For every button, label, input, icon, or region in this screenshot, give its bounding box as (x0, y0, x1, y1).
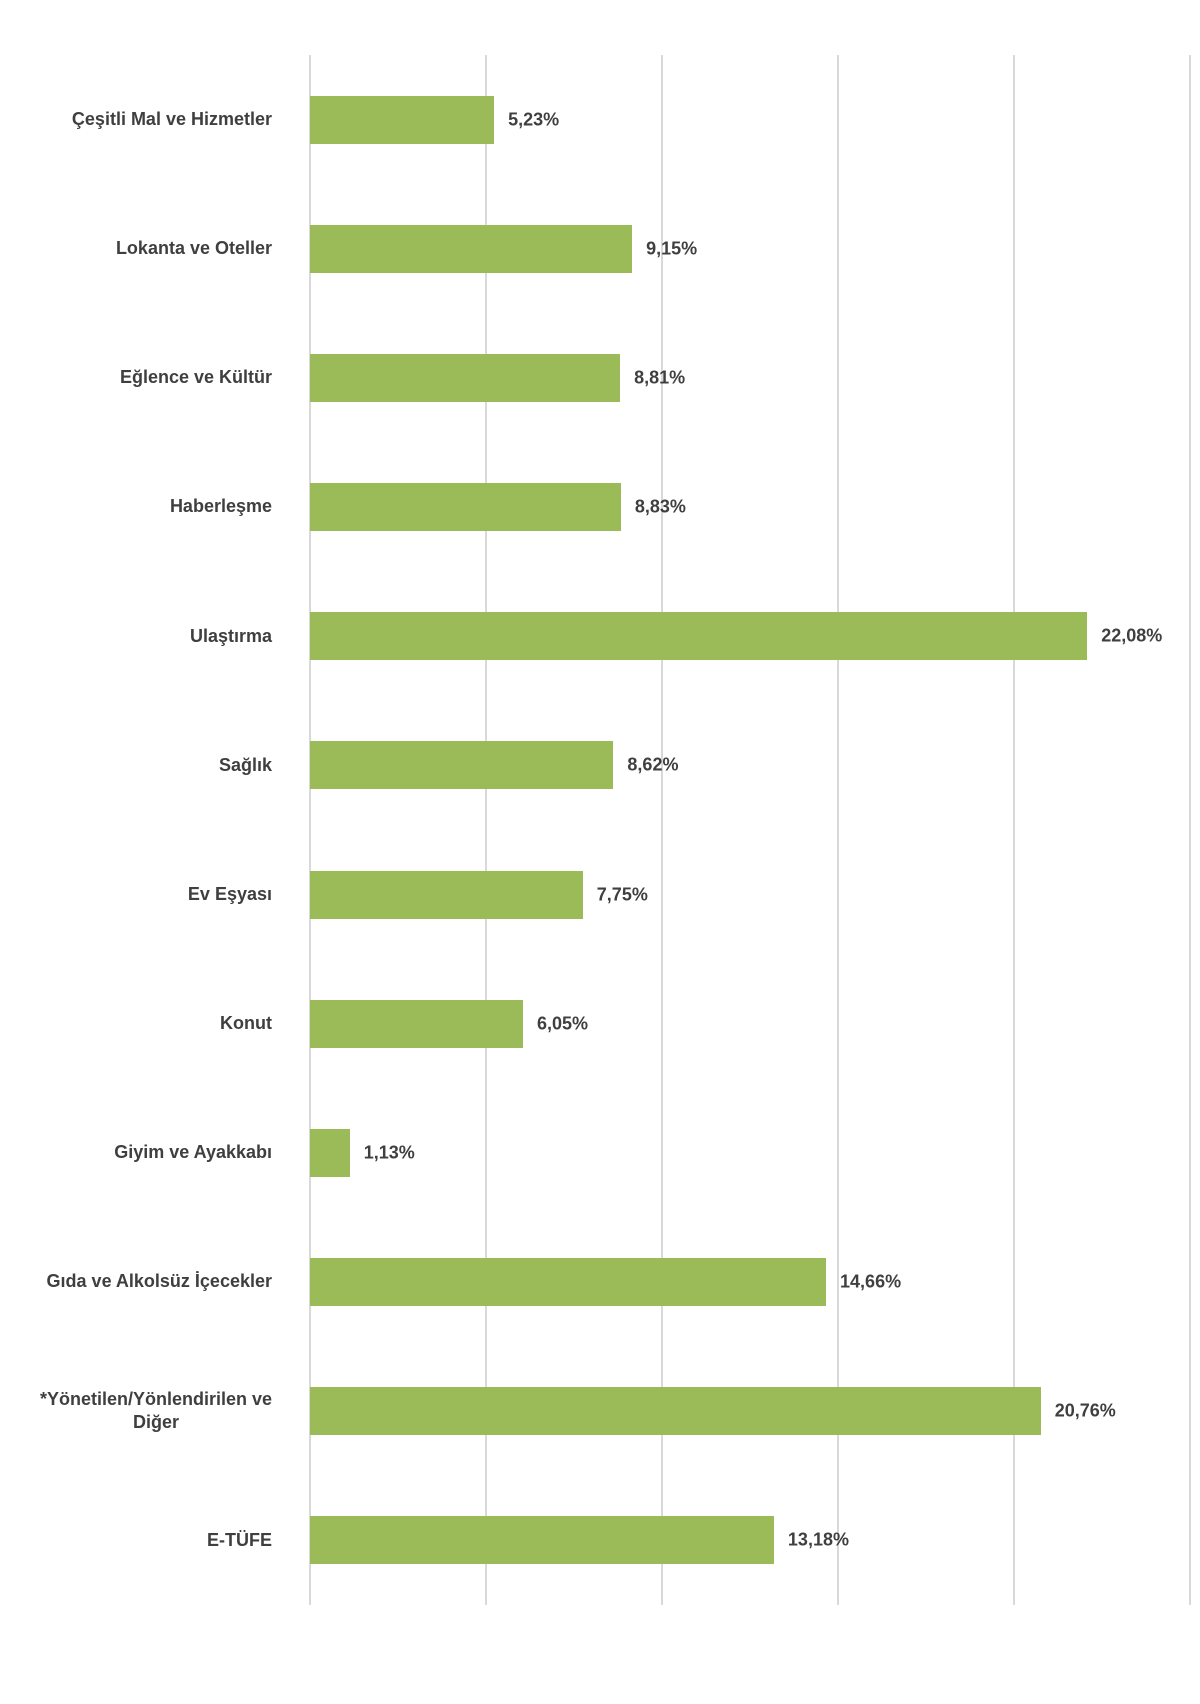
bar (310, 483, 621, 532)
chart-row: Haberleşme 8,83% (0, 443, 1200, 572)
gridline (309, 55, 311, 1605)
value-label: 22,08% (1101, 625, 1163, 646)
bar (310, 1128, 350, 1177)
bar-area: 14,66% (310, 1218, 1190, 1347)
value-label: 1,13% (363, 1142, 415, 1163)
value-label: 8,62% (627, 754, 679, 775)
value-label: 6,05% (536, 1013, 588, 1034)
category-label: Sağlık (0, 701, 272, 830)
category-label-text: E-TÜFE (207, 1529, 272, 1550)
bar (310, 870, 583, 919)
value-label: 5,23% (508, 109, 560, 130)
plot-area (309, 55, 1191, 1605)
category-label-text: Sağlık (218, 754, 272, 775)
bar-area: 22,08% (310, 572, 1190, 701)
bar (310, 1387, 1041, 1436)
gridline (485, 55, 487, 1605)
category-label-text: Lokanta ve Oteller (115, 238, 272, 259)
bar (310, 1258, 827, 1307)
bar-area: 20,76% (310, 1347, 1190, 1476)
bar (310, 224, 633, 273)
bar-area: 8,83% (310, 443, 1190, 572)
value-label: 8,81% (634, 367, 686, 388)
category-label: Haberleşme (0, 443, 272, 572)
bar-area: 5,23% (310, 55, 1190, 184)
category-label-text: Giyim ve Ayakkabı (114, 1142, 272, 1163)
bar-area: 7,75% (310, 830, 1190, 959)
bar-area: 13,18% (310, 1476, 1190, 1605)
bar (310, 612, 1088, 661)
category-label: Konut (0, 959, 272, 1088)
chart-row: Giyim ve Ayakkabı 1,13% (0, 1088, 1200, 1217)
category-label-text: Konut (220, 1013, 272, 1034)
category-label: E-TÜFE (0, 1476, 272, 1605)
value-label: 14,66% (840, 1271, 902, 1292)
bar (310, 999, 523, 1048)
bar-area: 6,05% (310, 959, 1190, 1088)
chart-row: Ev Eşyası 7,75% (0, 830, 1200, 959)
chart-row: E-TÜFE 13,18% (0, 1476, 1200, 1605)
bar (310, 741, 614, 790)
bar (310, 353, 621, 402)
chart-row: Konut 6,05% (0, 959, 1200, 1088)
value-label: 13,18% (787, 1529, 849, 1550)
category-label-text: Ulaştırma (189, 625, 272, 646)
value-label: 9,15% (646, 238, 698, 259)
chart-row: Çeşitli Mal ve Hizmetler 5,23% (0, 55, 1200, 184)
gridline (661, 55, 663, 1605)
category-label: Ulaştırma (0, 572, 272, 701)
gridline (1189, 55, 1191, 1605)
chart-row: *Yönetilen/Yönlendirilen ve Diğer 20,76% (0, 1347, 1200, 1476)
value-label: 20,76% (1054, 1400, 1116, 1421)
category-label: Giyim ve Ayakkabı (0, 1088, 272, 1217)
category-label: Gıda ve Alkolsüz İçecekler (0, 1218, 272, 1347)
bar-area: 8,62% (310, 701, 1190, 830)
bar-area: 1,13% (310, 1088, 1190, 1217)
category-label-text: *Yönetilen/Yönlendirilen ve Diğer (39, 1388, 272, 1433)
rows: Çeşitli Mal ve Hizmetler 5,23% Lokanta ve … (0, 55, 1200, 1605)
category-label-text: Haberleşme (169, 496, 272, 517)
value-label: 8,83% (634, 496, 686, 517)
chart-row: Sağlık 8,62% (0, 701, 1200, 830)
gridline (1013, 55, 1015, 1605)
category-label: Ev Eşyası (0, 830, 272, 959)
chart-row: Ulaştırma 22,08% (0, 572, 1200, 701)
gridline (837, 55, 839, 1605)
chart-row: Gıda ve Alkolsüz İçecekler 14,66% (0, 1218, 1200, 1347)
category-label-text: Çeşitli Mal ve Hizmetler (71, 108, 272, 129)
value-label: 7,75% (596, 884, 648, 905)
category-label-text: Gıda ve Alkolsüz İçecekler (46, 1271, 272, 1292)
category-label: Çeşitli Mal ve Hizmetler (0, 55, 272, 184)
category-label-text: Ev Eşyası (187, 883, 272, 904)
category-label: Lokanta ve Oteller (0, 184, 272, 313)
bar-area: 8,81% (310, 313, 1190, 442)
bar-area: 9,15% (310, 184, 1190, 313)
chart-row: Lokanta ve Oteller 9,15% (0, 184, 1200, 313)
category-label-text: Eğlence ve Kültür (119, 367, 272, 388)
category-label: Eğlence ve Kültür (0, 313, 272, 442)
chart-row: Eğlence ve Kültür 8,81% (0, 313, 1200, 442)
category-label: *Yönetilen/Yönlendirilen ve Diğer (0, 1347, 272, 1476)
bar (310, 1516, 774, 1565)
bar (310, 95, 495, 144)
